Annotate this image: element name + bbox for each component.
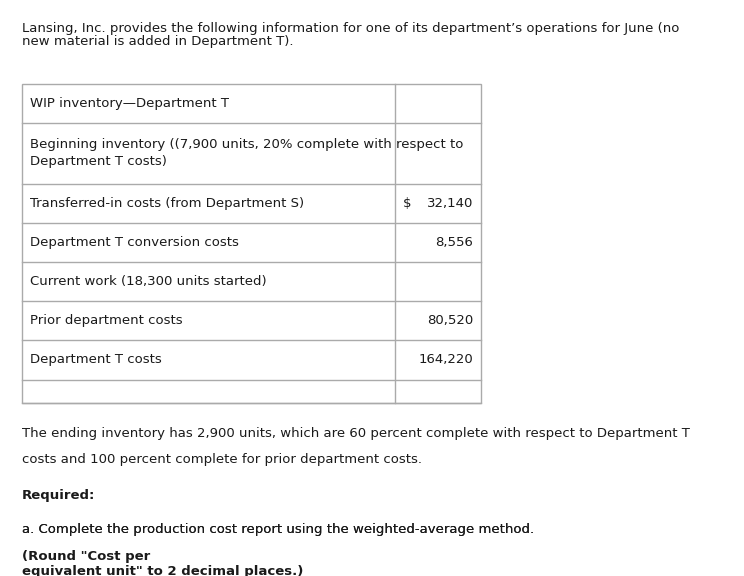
- Text: $: $: [403, 196, 411, 210]
- Text: 32,140: 32,140: [427, 196, 473, 210]
- Text: a. Complete the production cost report using the weighted-average method.: a. Complete the production cost report u…: [22, 522, 539, 536]
- Text: 164,220: 164,220: [418, 354, 473, 366]
- Text: WIP inventory—Department T: WIP inventory—Department T: [30, 97, 228, 110]
- Text: Required:: Required:: [22, 489, 95, 502]
- Text: 8,556: 8,556: [435, 236, 473, 249]
- Text: Beginning inventory ((7,900 units, 20% complete with respect to
Department T cos: Beginning inventory ((7,900 units, 20% c…: [30, 138, 463, 168]
- Text: Transferred-in costs (from Department S): Transferred-in costs (from Department S): [30, 196, 304, 210]
- Bar: [22, 84, 481, 403]
- Text: a. Complete the production cost report using the weighted-average method.: a. Complete the production cost report u…: [22, 522, 539, 536]
- Text: (Round "Cost per
equivalent unit" to 2 decimal places.): (Round "Cost per equivalent unit" to 2 d…: [22, 550, 304, 576]
- Text: Prior department costs: Prior department costs: [30, 314, 182, 327]
- Text: 80,520: 80,520: [427, 314, 473, 327]
- Text: Department T conversion costs: Department T conversion costs: [30, 236, 239, 249]
- Text: The ending inventory has 2,900 units, which are 60 percent complete with respect: The ending inventory has 2,900 units, wh…: [22, 427, 690, 440]
- Text: costs and 100 percent complete for prior department costs.: costs and 100 percent complete for prior…: [22, 453, 422, 466]
- Text: new material is added in Department T).: new material is added in Department T).: [22, 35, 294, 48]
- Text: Current work (18,300 units started): Current work (18,300 units started): [30, 275, 266, 288]
- Text: Lansing, Inc. provides the following information for one of its department’s ope: Lansing, Inc. provides the following inf…: [22, 22, 679, 35]
- Text: Department T costs: Department T costs: [30, 354, 161, 366]
